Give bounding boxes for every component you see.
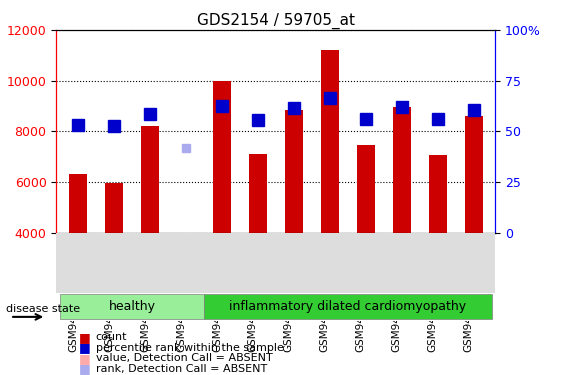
Text: inflammatory dilated cardiomyopathy: inflammatory dilated cardiomyopathy [229, 300, 466, 313]
Bar [213, 81, 231, 232]
Title: GDS2154 / 59705_at: GDS2154 / 59705_at [197, 12, 355, 28]
Text: value, Detection Call = ABSENT: value, Detection Call = ABSENT [96, 354, 272, 363]
Text: disease state: disease state [6, 304, 80, 314]
Bar [429, 155, 447, 232]
Bar [249, 154, 267, 232]
FancyBboxPatch shape [60, 294, 204, 319]
Text: count: count [96, 333, 127, 342]
Bar [141, 126, 159, 232]
Bar [69, 174, 87, 232]
Bar [177, 232, 195, 324]
Text: healthy: healthy [109, 300, 155, 313]
Text: percentile rank within the sample: percentile rank within the sample [96, 343, 284, 353]
Bar [321, 50, 339, 232]
Bar [105, 183, 123, 232]
Bar [285, 110, 303, 232]
Bar [393, 107, 411, 232]
Text: ■: ■ [79, 342, 91, 354]
Text: rank, Detection Call = ABSENT: rank, Detection Call = ABSENT [96, 364, 267, 374]
Text: ■: ■ [79, 331, 91, 344]
Bar [465, 116, 483, 232]
Text: ■: ■ [79, 363, 91, 375]
Text: ■: ■ [79, 352, 91, 365]
FancyBboxPatch shape [204, 294, 492, 319]
Bar [357, 145, 375, 232]
